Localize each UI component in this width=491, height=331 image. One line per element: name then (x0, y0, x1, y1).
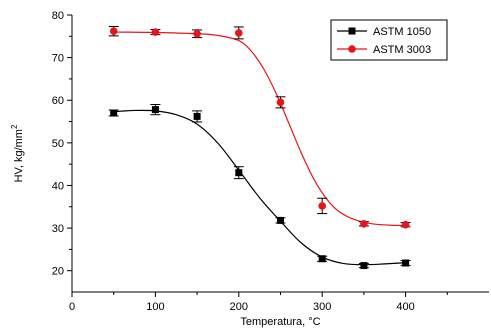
data-point-astm-3003 (401, 220, 410, 229)
data-marks (108, 26, 411, 270)
data-point-astm-3003 (318, 202, 327, 210)
data-point-astm-1050 (110, 109, 118, 117)
y-tick-label: 30 (52, 223, 64, 235)
data-point-astm-1050 (193, 112, 201, 120)
y-tick-label: 50 (52, 138, 64, 150)
data-point-astm-3003 (276, 98, 285, 107)
data-point-astm-1050 (151, 106, 159, 114)
x-tick-label: 100 (146, 301, 164, 313)
x-tick-label: 200 (230, 301, 248, 313)
y-tick-label: 60 (52, 95, 64, 107)
legend-label-astm-3003: ASTM 3003 (373, 44, 431, 56)
y-axis-title: HV, kg/mm2 (10, 124, 25, 182)
fit-curves (113, 31, 406, 266)
legend: ASTM 1050 ASTM 3003 (330, 19, 448, 61)
y-tick-label: 40 (52, 180, 64, 192)
data-point-astm-3003 (151, 28, 160, 36)
x-axis-title: Temperatura, °C (240, 316, 320, 328)
legend-box (330, 19, 448, 61)
fit-curve-astm-1050 (113, 109, 406, 266)
y-tick-label: 20 (52, 266, 64, 278)
y-tick-label: 80 (52, 10, 64, 22)
data-point-astm-3003 (235, 29, 243, 37)
legend-marker-astm-1050 (348, 27, 356, 35)
data-point-astm-3003 (360, 220, 368, 228)
x-tick-label: 400 (396, 301, 414, 313)
x-tick-label: 300 (313, 301, 331, 313)
data-point-astm-1050 (277, 216, 284, 224)
data-point-astm-1050 (318, 255, 326, 263)
axes: 0 100 200 300 400 20 30 40 50 60 70 80 Temperatura, … (10, 10, 489, 328)
y-tick-label: 70 (52, 53, 64, 65)
data-point-astm-3003 (193, 29, 201, 38)
y-axis-title-superscript: 2 (10, 124, 19, 129)
x-tick-label: 0 (69, 301, 75, 313)
legend-marker-astm-3003 (348, 45, 356, 53)
data-point-astm-1050 (360, 262, 368, 270)
data-point-astm-1050 (235, 169, 243, 177)
legend-label-astm-1050: ASTM 1050 (373, 26, 431, 38)
fit-curve-astm-3003 (113, 31, 406, 227)
data-point-astm-1050 (402, 259, 410, 267)
data-point-astm-3003 (109, 27, 118, 35)
